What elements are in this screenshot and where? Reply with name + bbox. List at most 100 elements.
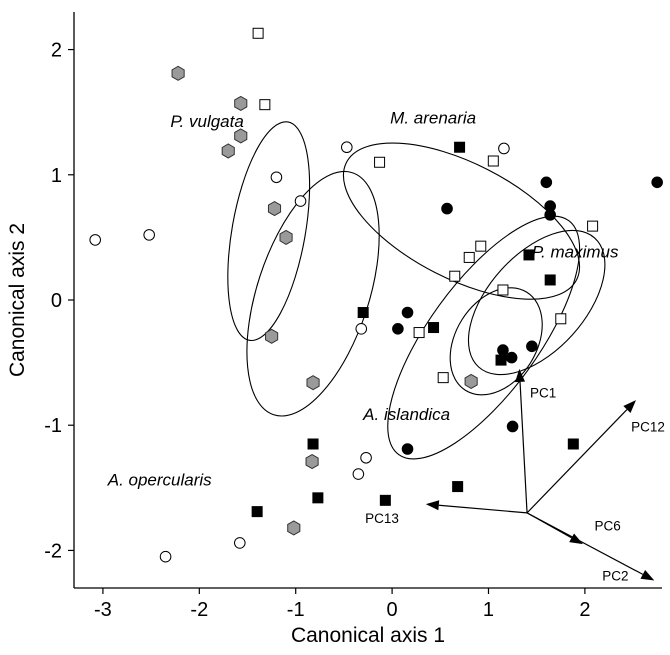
- y-tick-label: 2: [51, 40, 62, 62]
- data-point: [267, 201, 282, 217]
- y-tick-label: -1: [44, 415, 62, 437]
- data-point: [506, 420, 519, 433]
- data-point: [294, 195, 307, 207]
- x-tick-label: 0: [387, 599, 398, 621]
- data-point: [413, 327, 425, 339]
- vector-label: PC1: [530, 386, 556, 401]
- data-point: [287, 520, 301, 536]
- data-point: [221, 143, 235, 159]
- group-ellipse: [449, 287, 543, 396]
- data-point: [487, 155, 499, 167]
- species-label: A. opercularis: [107, 470, 212, 489]
- data-point: [357, 307, 369, 319]
- data-point: [454, 141, 466, 153]
- vector-arrowhead: [623, 400, 636, 413]
- data-point: [495, 354, 507, 366]
- species-labels: P. vulgata M. arenaria P. maximus A. island…: [107, 108, 619, 489]
- data-point: [401, 443, 414, 455]
- group-ellipse: [387, 215, 581, 460]
- data-point: [265, 328, 279, 344]
- x-tick-label: 2: [579, 599, 590, 621]
- data-point: [497, 284, 509, 296]
- data-points: [89, 27, 663, 563]
- data-point: [352, 468, 365, 480]
- confidence-ellipses: [227, 121, 606, 460]
- data-point: [428, 322, 440, 334]
- data-point: [498, 142, 510, 155]
- data-point: [355, 323, 368, 335]
- data-point: [374, 156, 386, 168]
- data-point: [307, 438, 319, 450]
- data-point: [279, 229, 293, 245]
- x-axis-title: Canonical axis 1: [291, 624, 445, 647]
- data-point: [401, 306, 414, 319]
- y-tick-label: 1: [51, 165, 62, 187]
- data-point: [360, 451, 372, 464]
- data-point: [452, 481, 464, 493]
- data-point: [497, 344, 509, 356]
- species-label: P. vulgata: [170, 112, 243, 131]
- data-point: [252, 27, 264, 39]
- data-point: [312, 492, 324, 504]
- data-point: [234, 128, 248, 144]
- x-tick-label: -2: [190, 599, 208, 621]
- data-point: [540, 176, 553, 189]
- vector-line: [438, 504, 528, 514]
- data-point: [259, 99, 271, 111]
- data-point: [270, 171, 283, 184]
- loading-vectors: PC1 PC12 PC13 PC6 PC2: [365, 368, 665, 583]
- y-tick-label: -2: [44, 540, 62, 562]
- data-point: [464, 373, 478, 389]
- data-point: [544, 274, 556, 286]
- vector-label: PC12: [631, 419, 665, 434]
- data-point: [392, 323, 404, 335]
- data-point: [89, 234, 102, 246]
- species-label: P. maximus: [532, 242, 619, 261]
- vector-arrowhead: [515, 368, 526, 383]
- data-point: [171, 65, 185, 81]
- data-point: [555, 313, 567, 325]
- data-point: [505, 351, 518, 364]
- data-point: [544, 209, 556, 221]
- vector-line: [526, 409, 628, 514]
- y-axis-title: Canonical axis 2: [6, 223, 29, 377]
- species-label: M. arenaria: [390, 108, 476, 127]
- data-point: [523, 249, 535, 261]
- vector-label: PC2: [602, 568, 628, 583]
- species-label: A. islandica: [362, 405, 450, 424]
- data-point: [379, 494, 391, 506]
- data-point: [437, 372, 449, 384]
- data-point: [463, 251, 475, 263]
- axes: [73, 12, 662, 589]
- group-ellipse: [342, 142, 581, 300]
- data-point: [306, 375, 320, 391]
- x-tick-label: -1: [287, 599, 305, 621]
- data-point: [441, 202, 453, 215]
- data-point: [143, 229, 155, 241]
- data-point: [651, 176, 663, 189]
- vector-line: [526, 512, 644, 575]
- data-point: [449, 270, 461, 282]
- data-point: [587, 220, 599, 232]
- data-point: [251, 506, 263, 518]
- data-point: [475, 240, 487, 252]
- data-point: [234, 95, 248, 111]
- data-point: [340, 141, 353, 154]
- vector-arrowhead: [640, 569, 655, 581]
- y-tick-label: 0: [51, 290, 62, 312]
- vector-label: PC6: [595, 518, 621, 533]
- data-point: [159, 550, 172, 563]
- axis-ticks: -3 -2 -1 0 1 2 -2 -1 0 1 2: [44, 40, 590, 621]
- vector-line: [519, 381, 528, 513]
- data-point: [526, 340, 538, 353]
- group-ellipse: [467, 229, 606, 376]
- group-ellipse: [246, 170, 380, 417]
- vector-label: PC13: [365, 511, 399, 526]
- vector-arrowhead: [425, 500, 440, 511]
- x-tick-label: 1: [483, 599, 494, 621]
- data-point: [305, 453, 319, 470]
- data-point: [233, 537, 246, 549]
- data-point: [567, 438, 579, 450]
- x-tick-label: -3: [94, 599, 112, 621]
